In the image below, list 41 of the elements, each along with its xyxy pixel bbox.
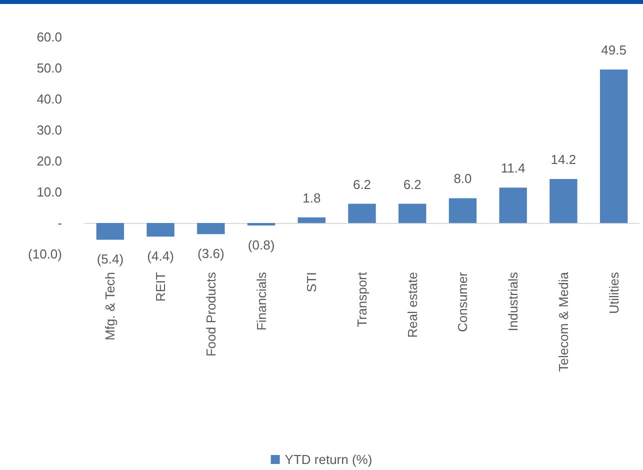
y-tick-label: (10.0)	[28, 246, 62, 262]
x-tick-label: Industrials	[506, 272, 521, 332]
data-label: 1.8	[302, 190, 321, 206]
y-tick-label: 50.0	[36, 60, 62, 76]
y-tick-label: 20.0	[36, 154, 62, 168]
bar	[146, 223, 174, 237]
y-tick-label: 60.0	[36, 30, 62, 44]
bar	[197, 223, 225, 234]
data-label: (0.8)	[248, 237, 275, 252]
bar	[298, 217, 326, 223]
data-label: 49.5	[601, 42, 626, 58]
y-tick-label: -	[58, 216, 62, 230]
bar	[499, 188, 527, 223]
x-tick-label: Utilities	[606, 272, 622, 314]
data-label: (4.4)	[147, 248, 174, 264]
x-tick-label: Real estate	[404, 272, 420, 338]
bar	[398, 204, 426, 223]
data-label: 14.2	[550, 152, 576, 167]
legend-label: YTD return (%)	[284, 452, 372, 467]
data-label: 8.0	[454, 171, 472, 186]
data-label: 11.4	[500, 160, 526, 176]
y-tick-label: 30.0	[36, 122, 62, 138]
x-tick-label: STI	[304, 272, 320, 292]
data-label: (3.6)	[198, 246, 224, 262]
bar	[600, 70, 628, 223]
x-tick-label: Food Products	[203, 272, 218, 357]
x-tick-label: Telecom & Media	[556, 271, 571, 372]
data-label: 6.2	[403, 176, 422, 192]
bar	[348, 204, 376, 223]
x-tick-label: REIT	[153, 272, 168, 302]
data-label: (5.4)	[96, 252, 124, 267]
bar	[96, 223, 124, 240]
y-tick-label: 10.0	[36, 184, 62, 200]
y-tick-label: 40.0	[36, 92, 62, 106]
data-label: 6.2	[352, 176, 372, 192]
x-tick-label: Consumer	[455, 271, 470, 332]
bar	[448, 198, 477, 223]
x-tick-label: Financials	[254, 272, 269, 331]
x-tick-label: Mfg. & Tech	[102, 272, 118, 340]
x-tick-label: Transport	[354, 272, 370, 328]
bar	[550, 178, 578, 223]
